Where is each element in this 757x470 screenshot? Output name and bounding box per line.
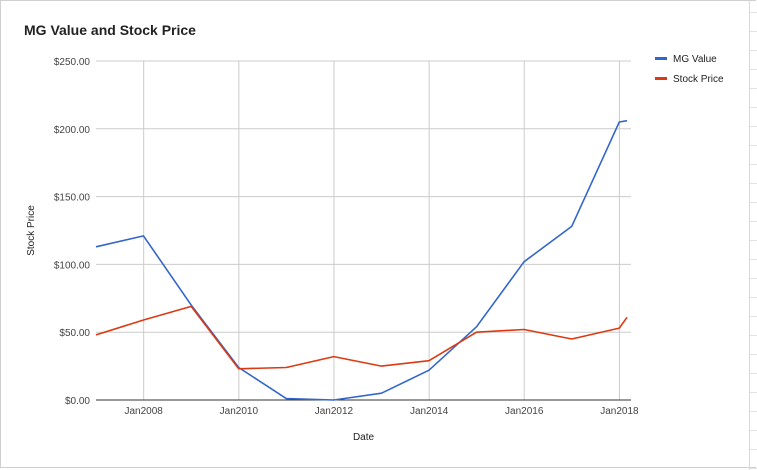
y-tick-label: $200.00 [54,125,91,136]
series-line-stock-price [95,305,628,370]
y-tick-label: $150.00 [54,193,91,204]
x-tick-label: Jan2008 [124,406,163,417]
x-tick-label: Jan2014 [410,406,449,417]
strip-tick [750,88,757,89]
x-axis-title: Date [353,432,375,443]
y-tick-label: $50.00 [59,328,90,339]
strip-tick [750,31,757,32]
strip-tick [750,202,757,203]
strip-tick [750,145,757,146]
y-tick-label: $250.00 [54,57,91,68]
strip-tick [750,278,757,279]
strip-tick [750,335,757,336]
strip-tick [750,240,757,241]
strip-tick [750,392,757,393]
x-tick-label: Jan2010 [220,406,259,417]
x-tick-label: Jan2012 [315,406,354,417]
y-axis-title: Stock Price [26,205,37,256]
strip-tick [750,183,757,184]
strip-tick [750,430,757,431]
legend-swatch [655,77,667,80]
strip-tick [750,221,757,222]
series-line-mg-value [95,119,628,401]
strip-tick [750,411,757,412]
strip-tick [750,126,757,127]
right-edge-strip [749,0,757,470]
strip-tick [750,449,757,450]
strip-tick [750,259,757,260]
legend-label: MG Value [673,54,717,65]
strip-tick [750,164,757,165]
strip-tick [750,354,757,355]
strip-tick [750,69,757,70]
strip-tick [750,316,757,317]
strip-tick [750,12,757,13]
x-tick-label: Jan2018 [600,406,639,417]
x-tick-label: Jan2016 [505,406,544,417]
strip-tick [750,468,757,469]
chart-title: MG Value and Stock Price [24,22,196,38]
strip-tick [750,373,757,374]
legend-label: Stock Price [673,74,724,85]
legend-swatch [655,57,667,60]
y-tick-label: $0.00 [65,396,90,407]
strip-tick [750,50,757,51]
strip-tick [750,297,757,298]
strip-tick [750,107,757,108]
y-tick-label: $100.00 [54,260,91,271]
